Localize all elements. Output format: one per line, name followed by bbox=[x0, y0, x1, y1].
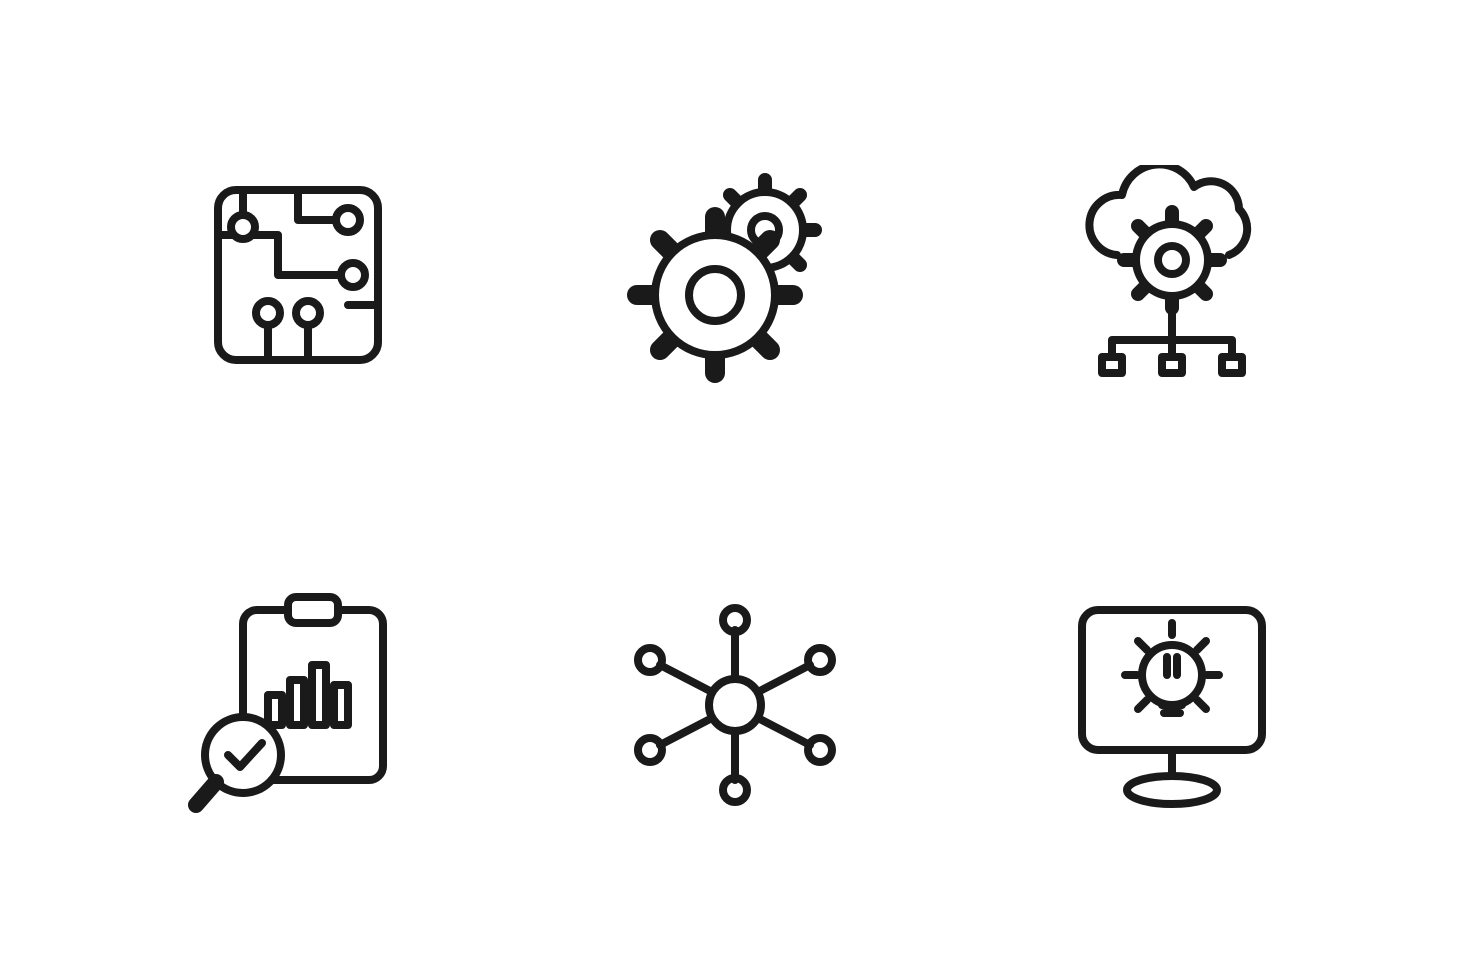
circuit-board-icon bbox=[198, 175, 398, 375]
monitor-lightbulb-icon bbox=[1062, 590, 1282, 820]
cloud-gear-network-icon bbox=[1062, 165, 1282, 385]
gears-icon bbox=[625, 165, 845, 385]
clipboard-analytics-search-icon bbox=[188, 585, 408, 825]
network-hub-icon bbox=[625, 595, 845, 815]
